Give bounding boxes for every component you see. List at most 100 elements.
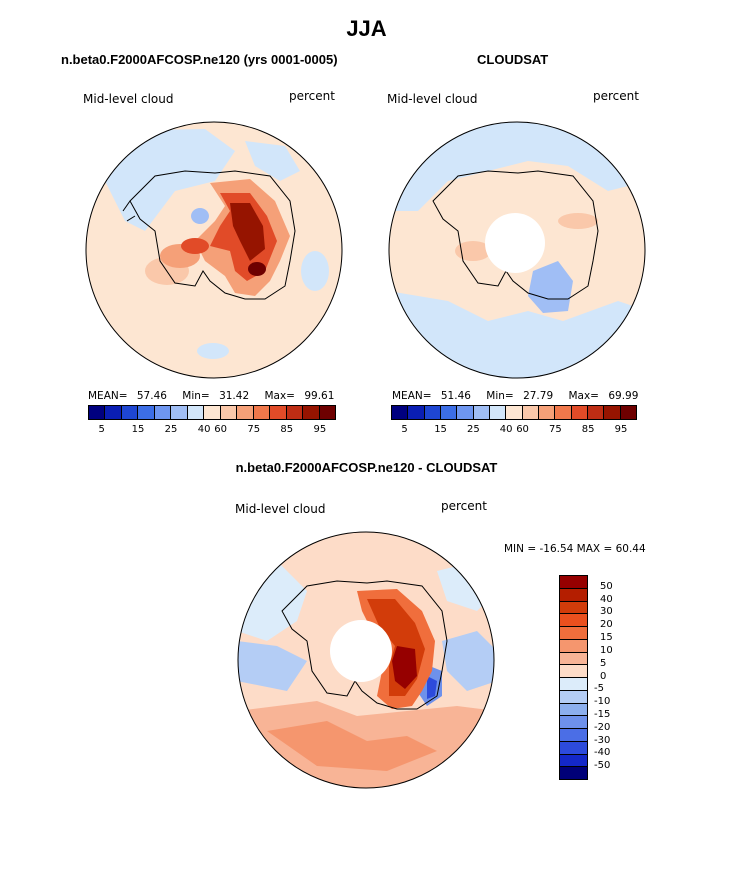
diff-colorbar-tick-label: -30 [594,734,611,746]
diff-colorbar-tick-label: 50 [600,580,613,592]
right-min-label: Min= [486,390,514,402]
diff-colorbar-swatch [560,754,587,768]
left-stats-line: MEAN= 57.46 Min= 31.42 Max= 99.61 [88,390,334,402]
right-colorbar-swatch [506,406,523,419]
left-colorbar-swatch [286,406,304,419]
diff-colorbar-tick-label: 10 [600,644,613,656]
diff-colorbar-swatch [560,652,587,666]
diff-colorbar-tick-label: -15 [594,708,611,720]
right-max-value: 69.99 [608,390,639,402]
right-colorbar-tick-label: 95 [614,424,628,435]
right-polar-map [388,121,646,379]
right-colorbar-tick-label: 60 [516,424,529,435]
diff-stats-text: MIN = -16.54 MAX = 60.44 [504,543,646,555]
left-colorbar-swatch [171,406,188,419]
left-mean-value: 57.46 [136,390,167,402]
right-mean-value: 51.46 [440,390,471,402]
right-colorbar-swatch [424,406,441,419]
right-colorbar-swatch [555,406,572,419]
diff-colorbar-tick-label: -20 [594,721,611,733]
left-colorbar-swatch [204,406,221,419]
right-variable-label: Mid-level cloud [387,92,478,106]
left-colorbar-swatch [319,406,336,419]
left-variable-label: Mid-level cloud [83,92,174,106]
right-colorbar-swatch [604,406,621,419]
diff-colorbar-tick-label: 40 [600,593,613,605]
diff-colorbar-tick-label: 20 [600,619,613,631]
diff-colorbar-swatch [560,576,587,589]
right-colorbar-swatch [440,406,458,419]
left-colorbar-swatch [220,406,238,419]
right-colorbar-swatch [571,406,588,419]
right-colorbar-tick-label: 40 [499,424,513,435]
left-colorbar-swatch [187,406,205,419]
right-colorbar-swatch [620,406,636,419]
right-colorbar-tick-label: 15 [434,424,447,435]
left-min-label: Min= [182,390,210,402]
right-colorbar-swatch [473,406,490,419]
left-colorbar-swatch [154,406,172,419]
left-panel-subtitle: n.beta0.F2000AFCOSP.ne120 (yrs 0001-0005… [61,52,338,67]
diff-colorbar-swatch [560,767,587,779]
diff-units-label: percent [441,499,487,513]
left-colorbar-swatch [253,406,271,419]
left-max-label: Max= [264,390,295,402]
right-panel-subtitle: CLOUDSAT [477,52,549,67]
diff-colorbar-tick-label: 5 [600,657,607,669]
diff-colorbar-tick-label: -40 [594,747,611,759]
right-min-value: 27.79 [523,390,554,402]
right-colorbar-tick-label: 25 [467,424,480,435]
left-max-value: 99.61 [304,390,335,402]
diff-colorbar-swatch [560,678,587,691]
right-colorbar-swatch [457,406,474,419]
diff-panel-subtitle: n.beta0.F2000AFCOSP.ne120 - CLOUDSAT [235,460,498,475]
diff-colorbar-swatch [560,665,587,678]
figure-title: JJA [346,16,387,41]
diff-colorbar-tick-label: -50 [594,760,611,772]
left-colorbar-tick-label: 5 [98,424,105,435]
right-colorbar-swatch [392,406,409,419]
diff-colorbar-swatch [560,601,587,615]
right-colorbar-swatch [489,406,507,419]
diff-colorbar-swatch [560,639,587,653]
left-polar-map [85,121,343,379]
diff-colorbar-swatch [560,741,587,755]
left-colorbar-tick-label: 25 [164,424,178,435]
left-colorbar-ticks: 5 15 25 40 60 75 85 95 [88,424,336,438]
left-colorbar-swatch [105,406,122,419]
left-colorbar-swatch [89,406,106,419]
left-colorbar-swatch [237,406,254,419]
left-min-value: 31.42 [219,390,250,402]
right-colorbar-swatch [408,406,425,419]
diff-polar-map [237,531,495,789]
right-colorbar-ticks: 5 15 25 40 60 75 85 95 [391,424,637,438]
right-stats-line: MEAN= 51.46 Min= 27.79 Max= 69.99 [392,390,638,402]
diff-colorbar-swatch [560,716,587,729]
diff-colorbar [559,575,588,780]
diff-colorbar-tick-label: -5 [594,683,604,695]
diff-colorbar-swatch [560,729,587,742]
right-colorbar [391,405,637,420]
right-units-label: percent [593,89,639,103]
left-colorbar [88,405,336,420]
right-colorbar-swatch [538,406,556,419]
diff-colorbar-swatch [560,614,587,627]
left-colorbar-swatch [270,406,287,419]
left-colorbar-tick-label: 95 [313,424,327,435]
left-colorbar-tick-label: 60 [214,424,227,435]
right-colorbar-tick-label: 85 [581,424,595,435]
left-mean-label: MEAN= [88,390,128,402]
left-colorbar-tick-label: 40 [197,424,211,435]
right-colorbar-swatch [522,406,539,419]
left-colorbar-swatch [303,406,320,419]
right-colorbar-tick-label: 75 [549,424,562,435]
diff-colorbar-swatch [560,690,587,704]
diff-colorbar-swatch [560,588,587,602]
diff-colorbar-swatch [560,703,587,717]
diff-colorbar-swatch [560,627,587,640]
right-max-label: Max= [568,390,599,402]
right-colorbar-tick-label: 5 [401,424,408,435]
diff-colorbar-tick-label: 30 [600,606,613,618]
left-colorbar-swatch [138,406,155,419]
left-colorbar-tick-label: 75 [247,424,261,435]
